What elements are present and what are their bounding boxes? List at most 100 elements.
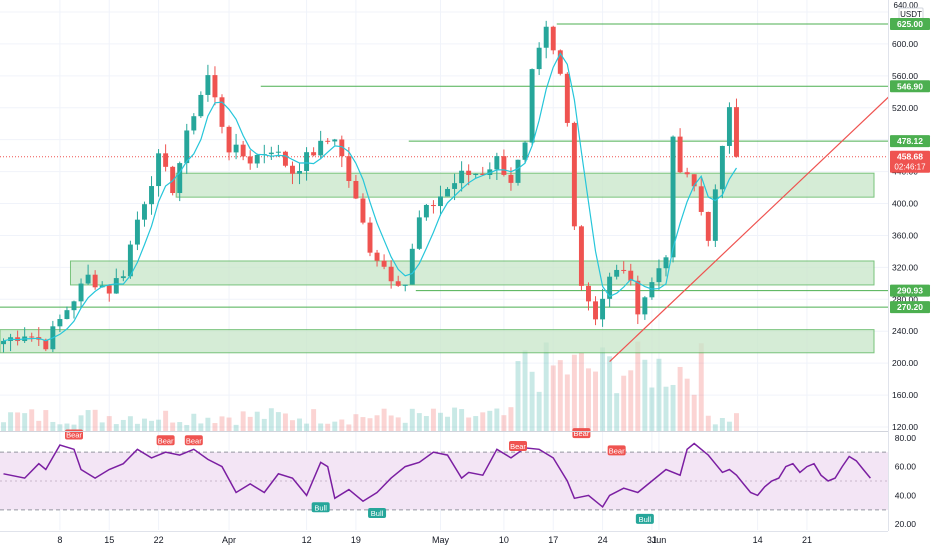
candle[interactable] xyxy=(719,145,725,190)
candle[interactable] xyxy=(423,204,429,218)
candle[interactable] xyxy=(120,276,126,279)
candle[interactable] xyxy=(734,107,739,157)
candle[interactable] xyxy=(268,152,274,155)
candle[interactable] xyxy=(240,144,246,157)
candle[interactable] xyxy=(290,165,295,174)
candle[interactable] xyxy=(71,301,77,311)
candle[interactable] xyxy=(564,73,570,123)
candle[interactable] xyxy=(670,136,676,258)
candle[interactable] xyxy=(198,94,204,117)
candle[interactable] xyxy=(78,283,84,302)
candle[interactable] xyxy=(297,170,302,174)
candle[interactable] xyxy=(430,204,436,207)
trendline[interactable] xyxy=(609,93,892,362)
candle[interactable] xyxy=(452,183,458,189)
candle[interactable] xyxy=(571,122,577,227)
candle[interactable] xyxy=(43,339,49,350)
candle[interactable] xyxy=(177,163,183,194)
candle[interactable] xyxy=(557,50,563,74)
candle[interactable] xyxy=(339,139,345,157)
candle[interactable] xyxy=(381,260,387,267)
candle[interactable] xyxy=(233,144,239,153)
candle[interactable] xyxy=(113,278,119,294)
candle[interactable] xyxy=(691,174,697,187)
candle[interactable] xyxy=(184,130,190,164)
candle[interactable] xyxy=(543,26,549,48)
candle[interactable] xyxy=(508,174,514,183)
candle[interactable] xyxy=(353,180,359,199)
candle[interactable] xyxy=(607,276,613,299)
candle[interactable] xyxy=(57,319,63,327)
candle[interactable] xyxy=(325,140,331,142)
candle[interactable] xyxy=(466,170,472,175)
candle[interactable] xyxy=(515,159,521,183)
candle[interactable] xyxy=(409,248,415,285)
candle[interactable] xyxy=(494,156,500,170)
candle[interactable] xyxy=(600,298,606,320)
candle[interactable] xyxy=(219,97,225,127)
candle[interactable] xyxy=(628,270,634,281)
ascending-trendline[interactable] xyxy=(609,93,892,362)
candle[interactable] xyxy=(142,204,147,220)
candle[interactable] xyxy=(698,186,704,212)
candle[interactable] xyxy=(480,173,486,175)
candle[interactable] xyxy=(367,222,373,253)
candle[interactable] xyxy=(705,211,711,241)
candle[interactable] xyxy=(402,284,408,286)
candle[interactable] xyxy=(712,189,718,241)
candle[interactable] xyxy=(593,301,598,320)
candle[interactable] xyxy=(586,285,591,302)
candle[interactable] xyxy=(346,156,352,181)
candle[interactable] xyxy=(642,297,648,315)
candle[interactable] xyxy=(360,198,366,223)
candle[interactable] xyxy=(445,188,450,197)
candle[interactable] xyxy=(473,173,479,175)
candle[interactable] xyxy=(212,75,218,98)
candle[interactable] xyxy=(501,156,507,175)
candle[interactable] xyxy=(318,140,324,156)
candle[interactable] xyxy=(29,336,35,338)
candle[interactable] xyxy=(656,268,662,283)
candle[interactable] xyxy=(677,136,683,173)
candle[interactable] xyxy=(282,151,288,166)
candle[interactable] xyxy=(304,152,310,171)
candle[interactable] xyxy=(536,47,542,70)
candle[interactable] xyxy=(127,244,133,277)
candle[interactable] xyxy=(635,280,641,315)
rsi-pane[interactable]: Bear Bear Bear Bull Bull Bear Bear Bear Bull xyxy=(0,428,888,524)
candle[interactable] xyxy=(191,116,197,131)
candle[interactable] xyxy=(85,274,91,284)
candle[interactable] xyxy=(275,151,281,153)
candle[interactable] xyxy=(156,153,162,187)
candle[interactable] xyxy=(416,217,422,249)
candle[interactable] xyxy=(254,154,260,164)
candle[interactable] xyxy=(459,170,465,184)
candle[interactable] xyxy=(332,139,338,142)
candle[interactable] xyxy=(663,257,669,269)
candle[interactable] xyxy=(395,281,401,286)
candle[interactable] xyxy=(163,153,169,167)
candle[interactable] xyxy=(374,252,380,261)
candle[interactable] xyxy=(226,126,232,153)
candle[interactable] xyxy=(388,266,394,282)
candle[interactable] xyxy=(106,285,112,294)
candle[interactable] xyxy=(1,340,6,345)
candle[interactable] xyxy=(684,172,690,175)
price-candles[interactable] xyxy=(1,20,739,353)
candle[interactable] xyxy=(149,186,154,205)
candle[interactable] xyxy=(578,226,584,286)
candle[interactable] xyxy=(529,69,535,143)
candle[interactable] xyxy=(550,26,556,51)
candle[interactable] xyxy=(134,219,140,245)
candle[interactable] xyxy=(649,282,655,298)
candle[interactable] xyxy=(522,142,528,160)
candle[interactable] xyxy=(621,269,627,271)
candle[interactable] xyxy=(614,269,620,277)
candle[interactable] xyxy=(92,274,98,288)
candle[interactable] xyxy=(311,152,317,156)
candle[interactable] xyxy=(247,156,253,164)
candle[interactable] xyxy=(438,196,443,207)
candle[interactable] xyxy=(205,75,211,95)
candle[interactable] xyxy=(726,107,732,146)
